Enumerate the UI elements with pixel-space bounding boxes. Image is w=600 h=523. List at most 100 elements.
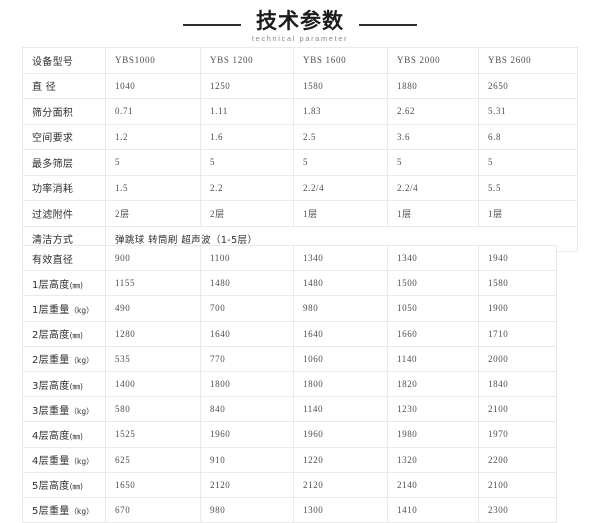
header-cell-spec-name: 设备型号 xyxy=(22,47,106,74)
table-cell: 1525 xyxy=(105,421,201,448)
row-label-text: 1层高度 xyxy=(32,279,70,291)
table-cell: 1层 xyxy=(478,200,578,227)
table-row: 5层重量（kg） 670 980 1300 1410 2300 xyxy=(22,496,557,523)
table-row: 1层高度(㎜) 1155 1480 1480 1500 1580 xyxy=(22,270,557,297)
table-cell: 1960 xyxy=(293,421,388,448)
row-label-unit: (㎜) xyxy=(69,381,83,391)
table-cell: 625 xyxy=(105,446,201,473)
page-subtitle: technical parameter xyxy=(251,33,349,43)
row-label-text: 5层重量 xyxy=(32,506,70,518)
row-label: 直 径 xyxy=(22,72,106,99)
row-label-text: 1层重量 xyxy=(32,304,70,316)
table-row: 筛分面积 0.71 1.11 1.83 2.62 5.31 xyxy=(22,98,578,125)
table-cell: 1410 xyxy=(387,496,479,523)
table-cell: 2120 xyxy=(293,471,388,498)
title-rule-right xyxy=(359,23,418,26)
table-cell: 5 xyxy=(105,149,201,176)
table-cell: 1340 xyxy=(293,244,388,272)
row-label: 5层高度(㎜) xyxy=(22,471,106,498)
table-cell: 1340 xyxy=(387,244,479,272)
table-cell: 2100 xyxy=(478,396,557,423)
table-cell: 1.2 xyxy=(105,123,201,150)
table-cell: 1580 xyxy=(478,270,557,297)
table-cell: 1800 xyxy=(200,370,294,398)
table-row: 2层重量（kg） 535 770 1060 1140 2000 xyxy=(22,345,557,372)
table-cell: 580 xyxy=(105,396,201,423)
table-row: 4层高度(㎜) 1525 1960 1960 1980 1970 xyxy=(22,421,557,448)
table-cell: 1710 xyxy=(478,320,557,347)
table-cell: 1.5 xyxy=(105,174,201,201)
row-label: 过滤附件 xyxy=(22,200,106,227)
table-cell: 1840 xyxy=(478,370,557,398)
table-cell: 1650 xyxy=(105,471,201,498)
table-cell: 2.62 xyxy=(387,98,479,125)
table-cell: 900 xyxy=(105,244,201,272)
table-cell: 980 xyxy=(293,295,388,322)
table-cell: 1900 xyxy=(478,295,557,322)
header-cell-model: YBS 2600 xyxy=(478,47,578,74)
table-cell: 1230 xyxy=(387,396,479,423)
row-label: 最多筛层 xyxy=(22,149,106,176)
spec-table-lower: 有效直径 900 1100 1340 1340 1940 1层高度(㎜) 1155 1480 14… xyxy=(22,244,557,523)
table-cell: 2层 xyxy=(200,200,294,227)
row-label: 4层重量（kg） xyxy=(22,446,106,473)
table-cell: 2120 xyxy=(200,471,294,498)
table-cell: 1100 xyxy=(200,244,294,272)
table-cell: 670 xyxy=(105,496,201,523)
table-cell: 2层 xyxy=(105,200,201,227)
table-row: 有效直径 900 1100 1340 1340 1940 xyxy=(22,244,557,272)
header-cell-model: YBS 2000 xyxy=(387,47,479,74)
table-cell: 5.31 xyxy=(478,98,578,125)
table-cell: 1320 xyxy=(387,446,479,473)
row-label: 4层高度(㎜) xyxy=(22,421,106,448)
table-cell: 2100 xyxy=(478,471,557,498)
row-label-text: 3层高度 xyxy=(32,380,70,392)
row-label: 功率消耗 xyxy=(22,174,106,201)
table-cell: 1300 xyxy=(293,496,388,523)
table-cell: 2.5 xyxy=(293,123,388,150)
table-cell: 1480 xyxy=(293,270,388,297)
table-cell: 1800 xyxy=(293,370,388,398)
table-cell: 1640 xyxy=(293,320,388,347)
row-label-text: 3层重量 xyxy=(32,405,70,417)
table-cell: 5.5 xyxy=(478,174,578,201)
table-cell: 2650 xyxy=(478,72,578,99)
table-cell: 1050 xyxy=(387,295,479,322)
table-cell: 535 xyxy=(105,345,201,372)
table-cell: 1.11 xyxy=(200,98,294,125)
table-cell: 1940 xyxy=(478,244,557,272)
row-label-text: 4层重量 xyxy=(32,456,70,468)
header-cell-model: YBS 1600 xyxy=(293,47,388,74)
row-label-text: 4层高度 xyxy=(32,430,70,442)
table-cell: 2200 xyxy=(478,446,557,473)
table-row: 2层高度(㎜) 1280 1640 1640 1660 1710 xyxy=(22,320,557,347)
row-label-unit: (㎜) xyxy=(69,331,83,341)
table-cell: 910 xyxy=(200,446,294,473)
table-row: 最多筛层 5 5 5 5 5 xyxy=(22,149,578,176)
table-row: 过滤附件 2层 2层 1层 1层 1层 xyxy=(22,200,578,227)
table-cell: 1220 xyxy=(293,446,388,473)
table-cell: 1960 xyxy=(200,421,294,448)
table-cell: 1280 xyxy=(105,320,201,347)
table-row: 5层高度(㎜) 1650 2120 2120 2140 2100 xyxy=(22,471,557,498)
table-row: 4层重量（kg） 625 910 1220 1320 2200 xyxy=(22,446,557,473)
row-label-unit: （kg） xyxy=(69,305,94,315)
table-cell: 2.2 xyxy=(200,174,294,201)
table-cell: 490 xyxy=(105,295,201,322)
table-cell: 980 xyxy=(200,496,294,523)
table-cell: 700 xyxy=(200,295,294,322)
table-header-row: 设备型号 YBS1000 YBS 1200 YBS 1600 YBS 2000 YBS 2… xyxy=(22,47,578,74)
table-cell: 5 xyxy=(293,149,388,176)
row-label-text: 2层高度 xyxy=(32,330,70,342)
row-label-text: 5层高度 xyxy=(32,481,70,493)
table-cell: 840 xyxy=(200,396,294,423)
row-label: 有效直径 xyxy=(22,244,106,272)
row-label-unit: (㎜) xyxy=(69,431,83,441)
table-cell: 1层 xyxy=(293,200,388,227)
row-label-unit: (㎜) xyxy=(69,482,83,492)
header-cell-model: YBS 1200 xyxy=(200,47,294,74)
table-cell: 3.6 xyxy=(387,123,479,150)
table-row: 空间要求 1.2 1.6 2.5 3.6 6.8 xyxy=(22,123,578,150)
table-cell: 1140 xyxy=(387,345,479,372)
page-title: 技术参数 xyxy=(256,8,344,33)
